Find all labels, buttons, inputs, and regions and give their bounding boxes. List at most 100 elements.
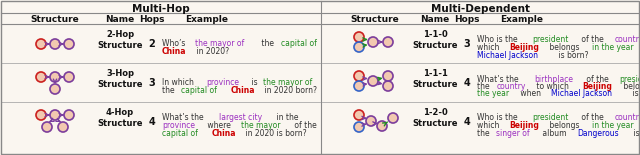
Circle shape bbox=[354, 71, 364, 81]
Circle shape bbox=[50, 110, 60, 120]
Circle shape bbox=[366, 116, 376, 126]
Text: country: country bbox=[497, 82, 525, 91]
Text: country: country bbox=[614, 113, 640, 122]
Text: in the year: in the year bbox=[593, 43, 634, 52]
Text: China: China bbox=[162, 47, 186, 56]
Text: of the: of the bbox=[579, 113, 607, 122]
Text: Beijing: Beijing bbox=[582, 82, 612, 91]
Circle shape bbox=[368, 76, 378, 86]
Text: is: is bbox=[630, 128, 640, 137]
Text: of the: of the bbox=[579, 35, 607, 44]
Text: which: which bbox=[477, 43, 502, 52]
Text: Multi-Dependent: Multi-Dependent bbox=[431, 4, 531, 14]
Circle shape bbox=[50, 72, 60, 82]
Text: is born?: is born? bbox=[556, 51, 588, 60]
Text: to which: to which bbox=[534, 82, 572, 91]
Text: in the: in the bbox=[275, 113, 299, 122]
Text: capital of: capital of bbox=[181, 86, 217, 95]
Circle shape bbox=[354, 42, 364, 52]
Text: What’s the: What’s the bbox=[162, 113, 206, 122]
Text: of the: of the bbox=[292, 121, 317, 130]
Text: is: is bbox=[249, 78, 260, 87]
Text: China: China bbox=[211, 128, 236, 137]
Text: province: province bbox=[162, 121, 195, 130]
Circle shape bbox=[354, 110, 364, 120]
Circle shape bbox=[64, 72, 74, 82]
Circle shape bbox=[50, 84, 60, 94]
Text: the: the bbox=[259, 39, 276, 48]
Text: 4: 4 bbox=[463, 78, 470, 88]
Text: 1-1-1
Structure: 1-1-1 Structure bbox=[412, 69, 458, 89]
Circle shape bbox=[50, 39, 60, 49]
Text: Multi-Hop: Multi-Hop bbox=[132, 4, 190, 14]
Circle shape bbox=[388, 113, 398, 123]
Text: the mayor: the mayor bbox=[241, 121, 280, 130]
Text: Example: Example bbox=[500, 15, 543, 24]
Circle shape bbox=[36, 110, 46, 120]
Text: 1-1-0
Structure: 1-1-0 Structure bbox=[412, 30, 458, 50]
Text: the: the bbox=[162, 86, 177, 95]
Text: Beijing: Beijing bbox=[509, 43, 539, 52]
Circle shape bbox=[36, 39, 46, 49]
Text: 3: 3 bbox=[463, 39, 470, 49]
Text: where: where bbox=[205, 121, 233, 130]
Text: China: China bbox=[230, 86, 255, 95]
Circle shape bbox=[383, 81, 393, 91]
Text: 4: 4 bbox=[463, 117, 470, 127]
Text: province: province bbox=[206, 78, 239, 87]
Text: belongs: belongs bbox=[547, 121, 582, 130]
Text: Structure: Structure bbox=[351, 15, 399, 24]
Text: when: when bbox=[518, 89, 544, 98]
Text: 4: 4 bbox=[148, 117, 156, 127]
Text: largest city: largest city bbox=[219, 113, 262, 122]
Text: album: album bbox=[540, 128, 568, 137]
Circle shape bbox=[354, 32, 364, 42]
Text: which: which bbox=[477, 121, 502, 130]
Text: belongs: belongs bbox=[621, 82, 640, 91]
Text: In which: In which bbox=[162, 78, 196, 87]
Text: capital of: capital of bbox=[281, 39, 317, 48]
Text: president: president bbox=[532, 113, 569, 122]
Text: Name: Name bbox=[420, 15, 450, 24]
Text: Dangerous: Dangerous bbox=[577, 128, 619, 137]
Text: the: the bbox=[477, 128, 492, 137]
Circle shape bbox=[64, 110, 74, 120]
Text: birthplace: birthplace bbox=[534, 75, 573, 84]
Circle shape bbox=[383, 71, 393, 81]
Circle shape bbox=[58, 122, 68, 132]
Circle shape bbox=[36, 72, 46, 82]
Text: in 2020 born?: in 2020 born? bbox=[262, 86, 317, 95]
Text: the mayor of: the mayor of bbox=[263, 78, 312, 87]
Text: Who is the: Who is the bbox=[477, 113, 520, 122]
Text: Beijing: Beijing bbox=[509, 121, 539, 130]
Text: the: the bbox=[477, 82, 492, 91]
Text: 2-Hop
Structure: 2-Hop Structure bbox=[97, 30, 143, 50]
Text: 4-Hop
Structure: 4-Hop Structure bbox=[97, 108, 143, 128]
Text: is born?: is born? bbox=[630, 89, 640, 98]
Circle shape bbox=[368, 37, 378, 47]
Circle shape bbox=[383, 37, 393, 47]
Text: Who is the: Who is the bbox=[477, 35, 520, 44]
Text: What’s the: What’s the bbox=[477, 75, 521, 84]
Text: Michael Jackson: Michael Jackson bbox=[477, 51, 538, 60]
Text: 3: 3 bbox=[148, 78, 156, 88]
Text: capital of: capital of bbox=[162, 128, 198, 137]
Text: Name: Name bbox=[106, 15, 134, 24]
Text: Structure: Structure bbox=[31, 15, 79, 24]
Text: belongs: belongs bbox=[547, 43, 582, 52]
Text: of the: of the bbox=[584, 75, 611, 84]
Text: 2: 2 bbox=[148, 39, 156, 49]
Circle shape bbox=[354, 81, 364, 91]
Text: country: country bbox=[614, 35, 640, 44]
Text: singer of: singer of bbox=[497, 128, 530, 137]
Circle shape bbox=[42, 122, 52, 132]
Text: in the year: in the year bbox=[593, 121, 634, 130]
Text: 1-2-0
Structure: 1-2-0 Structure bbox=[412, 108, 458, 128]
Text: the mayor of: the mayor of bbox=[195, 39, 244, 48]
Text: in 2020 is born?: in 2020 is born? bbox=[243, 128, 307, 137]
Circle shape bbox=[354, 122, 364, 132]
Text: Michael Jackson: Michael Jackson bbox=[551, 89, 612, 98]
Text: Example: Example bbox=[186, 15, 228, 24]
Text: in 2020?: in 2020? bbox=[194, 47, 228, 56]
Text: Hops: Hops bbox=[140, 15, 164, 24]
